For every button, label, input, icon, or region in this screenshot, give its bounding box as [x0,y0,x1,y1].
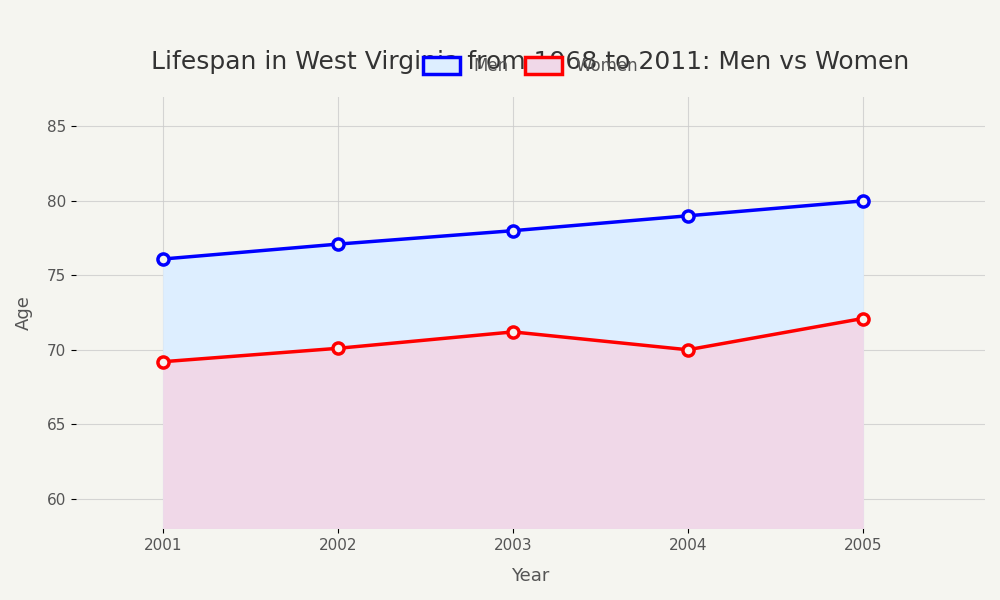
Legend: Men, Women: Men, Women [415,49,646,84]
Title: Lifespan in West Virginia from 1968 to 2011: Men vs Women: Lifespan in West Virginia from 1968 to 2… [151,50,910,74]
Y-axis label: Age: Age [15,295,33,330]
X-axis label: Year: Year [511,567,550,585]
